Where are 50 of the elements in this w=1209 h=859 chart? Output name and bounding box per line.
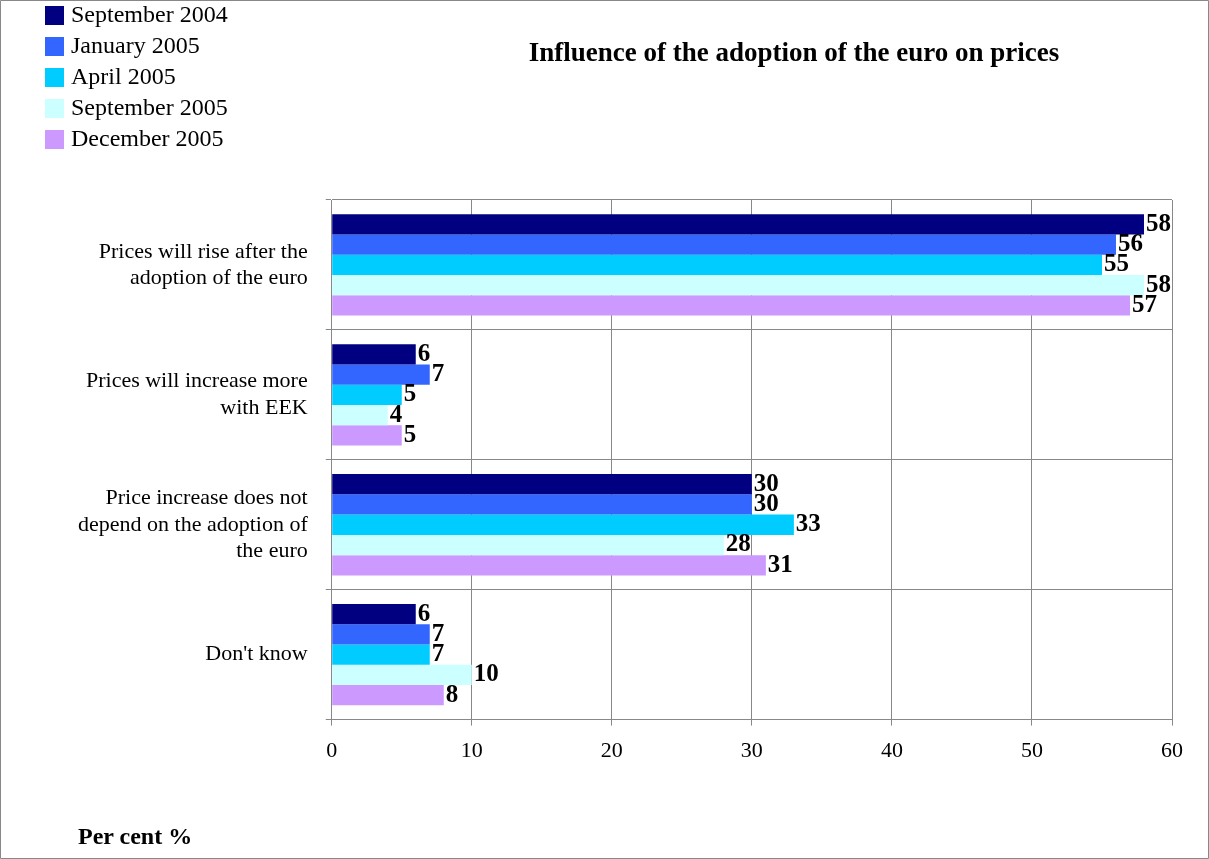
bar xyxy=(332,664,472,686)
bar xyxy=(332,295,1130,316)
legend-label: September 2004 xyxy=(71,1,228,28)
bar xyxy=(332,685,444,706)
bar xyxy=(332,494,752,515)
data-label: 28 xyxy=(725,529,751,557)
y-tick-label: Don't know xyxy=(205,640,308,666)
data-label: 6 xyxy=(417,598,431,626)
bar xyxy=(332,603,416,625)
legend-label: January 2005 xyxy=(71,32,200,59)
bar xyxy=(332,534,724,556)
bar xyxy=(332,555,766,576)
x-tick-label: 40 xyxy=(880,736,903,762)
data-label: 5 xyxy=(403,379,417,407)
x-tick-label: 30 xyxy=(740,736,763,762)
data-label: 33 xyxy=(795,509,821,537)
bar xyxy=(332,384,402,405)
data-label: 10 xyxy=(473,659,499,687)
y-tick-label: Prices will rise after the adoption of the euro xyxy=(98,237,308,289)
y-tick-label: Prices will increase more with EEK xyxy=(85,367,308,419)
bar xyxy=(332,404,388,426)
x-tick-label: 0 xyxy=(326,736,338,762)
bar xyxy=(332,344,416,365)
data-label: 7 xyxy=(431,359,445,387)
x-tick-label: 20 xyxy=(600,736,623,762)
data-label: 5 xyxy=(403,419,417,447)
data-label: 6 xyxy=(417,338,431,366)
x-axis-title: Per cent % xyxy=(78,823,193,850)
legend-label: September 2005 xyxy=(71,94,228,121)
data-label: 31 xyxy=(767,549,793,577)
data-label: 58 xyxy=(1145,208,1171,236)
bar xyxy=(332,644,430,665)
legend-label: April 2005 xyxy=(71,63,176,90)
chart-title: Influence of the adoption of the euro on prices xyxy=(528,36,1060,67)
y-tick-label: Price increase does not depend on the adoption of the euro xyxy=(77,484,309,562)
data-label: 8 xyxy=(445,679,459,707)
x-tick-label: 10 xyxy=(460,736,483,762)
data-label: 4 xyxy=(389,399,403,427)
bar xyxy=(332,364,430,385)
x-tick-label: 60 xyxy=(1161,736,1183,762)
bar xyxy=(332,254,1102,276)
bar xyxy=(332,624,430,645)
legend-label: December 2005 xyxy=(71,125,224,152)
bar xyxy=(332,234,1116,255)
bar xyxy=(332,425,402,446)
bar xyxy=(332,214,1144,235)
bar xyxy=(332,474,752,495)
bar xyxy=(332,275,1144,296)
x-tick-label: 50 xyxy=(1020,736,1043,762)
bar xyxy=(332,514,794,535)
